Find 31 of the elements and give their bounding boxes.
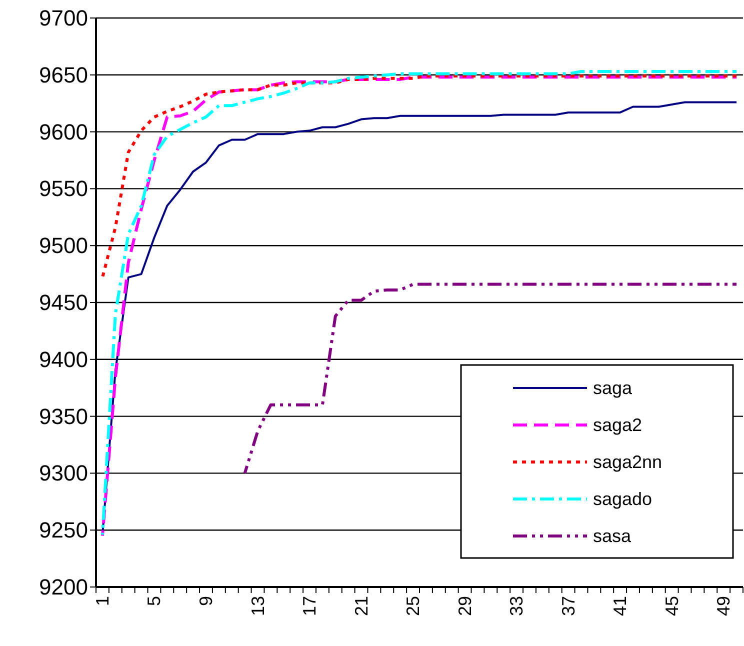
- x-tick-label: 1: [92, 596, 112, 606]
- legend-label: saga2nn: [593, 452, 662, 472]
- legend-label: saga: [593, 378, 634, 398]
- legend-label: sagado: [593, 489, 652, 509]
- x-tick-label: 21: [351, 596, 372, 616]
- y-tick-label: 9350: [39, 404, 88, 429]
- x-tick-label: 45: [662, 596, 682, 616]
- x-tick-label: 13: [248, 596, 268, 616]
- x-tick-label: 29: [454, 596, 475, 616]
- x-tick-label: 25: [403, 596, 424, 616]
- y-tick-label: 9650: [39, 62, 88, 88]
- x-tick-label: 9: [196, 596, 216, 606]
- line-series: [100, 74, 738, 279]
- legend-label: saga2: [593, 415, 642, 435]
- y-tick-label: 9700: [39, 6, 88, 30]
- y-tick-label: 9300: [39, 460, 88, 486]
- y-tick-label: 9450: [39, 290, 88, 315]
- x-tick-label: 5: [144, 596, 164, 606]
- legend-label: sasa: [593, 526, 632, 546]
- x-tick-label: 37: [558, 596, 578, 616]
- line-series: [243, 282, 738, 475]
- x-tick-label: 17: [300, 596, 320, 616]
- y-tick-label: 9600: [39, 119, 88, 144]
- y-tick-label: 9400: [39, 346, 88, 372]
- x-tick-label: 49: [714, 596, 734, 616]
- x-tick-label: 41: [610, 596, 630, 616]
- y-tick-label: 9500: [39, 233, 88, 258]
- x-tick-label: 33: [506, 596, 527, 616]
- y-tick-label: 9200: [39, 574, 88, 600]
- y-tick-label: 9550: [39, 176, 88, 202]
- y-tick-label: 9250: [39, 518, 88, 543]
